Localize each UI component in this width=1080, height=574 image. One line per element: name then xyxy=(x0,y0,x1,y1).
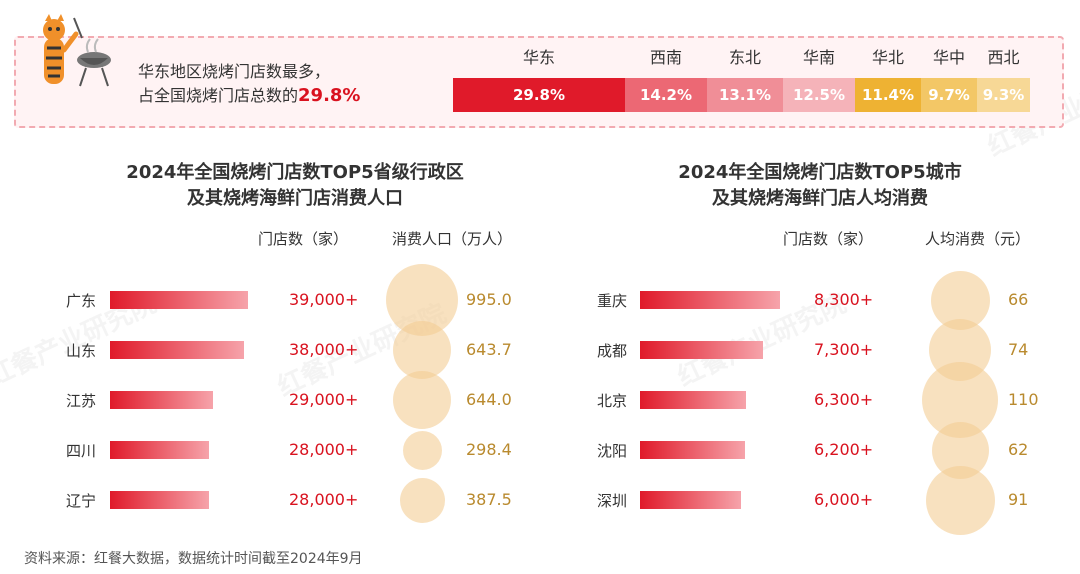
summary-line2-prefix: 占全国烧烤门店总数的 xyxy=(138,86,299,105)
store-bar xyxy=(110,291,248,309)
store-count-label: 28,000+ xyxy=(289,490,359,509)
row-label: 山东 xyxy=(66,342,97,360)
left-chart-title: 2024年全国烧烤门店数TOP5省级行政区 及其烧烤海鲜门店消费人口 xyxy=(60,160,530,212)
store-bar xyxy=(640,341,763,359)
region-label: 西北 xyxy=(987,48,1020,67)
store-count-label: 28,000+ xyxy=(289,440,359,459)
region-label: 东北 xyxy=(728,48,761,67)
right-title-line2: 及其烧烤海鲜门店人均消费 xyxy=(712,188,928,209)
right-col-spending: 人均消费（元） xyxy=(925,230,1031,248)
bubble-value-label: 74 xyxy=(1008,340,1029,359)
store-bar xyxy=(110,341,244,359)
store-bar xyxy=(110,391,213,409)
value-bubble xyxy=(402,430,442,470)
value-bubble xyxy=(393,371,451,429)
bubble-value-label: 91 xyxy=(1008,490,1029,509)
region-bar: 11.4% xyxy=(855,78,921,112)
left-title-line2: 及其烧烤海鲜门店消费人口 xyxy=(187,188,403,209)
region-bar: 14.2% xyxy=(625,78,707,112)
region-label: 华南 xyxy=(802,48,835,67)
right-chart-title: 2024年全国烧烤门店数TOP5城市 及其烧烤海鲜门店人均消费 xyxy=(580,160,1060,212)
left-title-line1: 2024年全国烧烤门店数TOP5省级行政区 xyxy=(126,162,464,183)
store-count-label: 39,000+ xyxy=(289,290,359,309)
region-bar: 12.5% xyxy=(783,78,855,112)
bubble-value-label: 66 xyxy=(1008,290,1029,309)
row-label: 江苏 xyxy=(66,392,97,410)
row-label: 深圳 xyxy=(597,492,628,510)
left-col-population: 消费人口（万人） xyxy=(392,230,513,248)
value-bubble xyxy=(393,321,451,379)
bubble-value-label: 110 xyxy=(1008,390,1039,409)
store-count-label: 38,000+ xyxy=(289,340,359,359)
left-col-stores: 门店数（家） xyxy=(258,230,349,248)
store-bar xyxy=(640,491,741,509)
region-bar: 13.1% xyxy=(707,78,783,112)
store-count-label: 29,000+ xyxy=(289,390,359,409)
store-bar xyxy=(640,291,780,309)
row-label: 北京 xyxy=(597,392,628,410)
region-bar: 29.8% xyxy=(453,78,625,112)
row-label: 重庆 xyxy=(597,292,628,310)
bubble-value-label: 62 xyxy=(1008,440,1029,459)
region-label: 华北 xyxy=(871,48,904,67)
summary-line1: 华东地区烧烤门店数最多， xyxy=(138,62,331,81)
row-label: 沈阳 xyxy=(597,442,628,460)
row-label: 成都 xyxy=(597,342,628,360)
region-label: 华东 xyxy=(522,48,555,67)
source-note: 资料来源：红餐大数据，数据统计时间截至2024年9月 xyxy=(24,551,363,567)
bubble-value-label: 387.5 xyxy=(466,490,512,509)
row-label: 四川 xyxy=(66,442,97,460)
bubble-value-label: 643.7 xyxy=(466,340,512,359)
region-label: 西南 xyxy=(649,48,682,67)
row-label: 辽宁 xyxy=(66,492,97,510)
summary-text: 华东地区烧烤门店数最多， 占全国烧烤门店总数的29.8% xyxy=(138,60,438,108)
right-title-line1: 2024年全国烧烤门店数TOP5城市 xyxy=(678,162,962,183)
bubble-value-label: 298.4 xyxy=(466,440,512,459)
store-count-label: 6,000+ xyxy=(814,490,874,509)
store-count-label: 6,300+ xyxy=(814,390,874,409)
store-bar xyxy=(640,441,745,459)
bubble-value-label: 644.0 xyxy=(466,390,512,409)
value-bubble xyxy=(399,477,445,523)
summary-line2: 占全国烧烤门店总数的29.8% xyxy=(138,84,438,108)
store-count-label: 6,200+ xyxy=(814,440,874,459)
summary-percent: 29.8% xyxy=(298,85,361,106)
store-count-label: 8,300+ xyxy=(814,290,874,309)
region-bar: 9.3% xyxy=(977,78,1030,112)
region-label: 华中 xyxy=(932,48,965,67)
store-count-label: 7,300+ xyxy=(814,340,874,359)
region-bar: 9.7% xyxy=(921,78,977,112)
right-col-stores: 门店数（家） xyxy=(783,230,874,248)
store-bar xyxy=(110,441,209,459)
store-bar xyxy=(640,391,746,409)
tiger-grill-icon xyxy=(43,14,111,87)
bubble-value-label: 995.0 xyxy=(466,290,512,309)
store-bar xyxy=(110,491,209,509)
row-label: 广东 xyxy=(66,292,97,310)
value-bubble xyxy=(925,465,995,535)
